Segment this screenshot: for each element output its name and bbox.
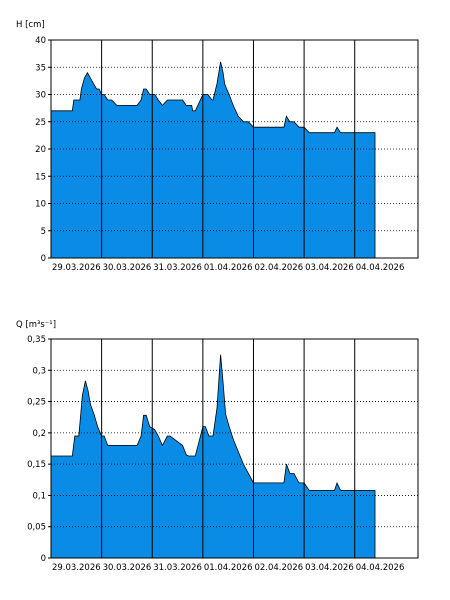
x-tick-label: 04.04.2026 [356,263,405,273]
x-tick-label: 31.03.2026 [153,563,202,573]
y-tick-label: 0,35 [27,335,46,345]
y-tick-label: 0,3 [32,366,46,376]
x-tick-label: 30.03.2026 [103,263,152,273]
y-tick-label: 5 [41,227,46,237]
x-tick-label: 04.04.2026 [356,563,405,573]
x-tick-label: 02.04.2026 [254,563,303,573]
x-tick-label: 01.04.2026 [204,563,253,573]
y-tick-label: 25 [35,118,46,128]
y-tick-label: 0,1 [32,491,46,501]
plot-frame [50,39,419,259]
x-tick-label: 30.03.2026 [103,563,152,573]
y-tick-label: 30 [35,91,46,101]
y-tick-label: 0,2 [32,429,46,439]
y-tick-label: 0,25 [27,398,46,408]
x-tick-label: 03.04.2026 [305,563,354,573]
x-tick-label: 31.03.2026 [153,263,202,273]
y-tick-label: 40 [35,36,46,46]
x-tick-label: 29.03.2026 [52,563,101,573]
y-axis-label: H [cm] [16,20,45,30]
y-tick-label: 0,15 [27,460,46,470]
x-tick-label: 29.03.2026 [52,263,101,273]
y-tick-label: 0,05 [27,523,46,533]
y-axis-label: Q [m³s⁻¹] [16,320,56,330]
x-tick-label: 03.04.2026 [305,263,354,273]
series-area [50,354,376,559]
series-area [50,61,376,259]
y-tick-label: 15 [35,172,46,182]
water-level-chart: 0 5 10 15 20 25 30 35 40 29.03.2026 30.03.2026 31.0… [16,20,419,273]
y-tick-label: 10 [35,200,46,210]
discharge-chart: 0 0,05 0,1 0,15 0,2 0,25 0,3 0,35 29.03.2026 30.0… [16,320,419,573]
y-tick-label: 0 [41,554,46,564]
plot-frame [50,338,419,559]
x-tick-label: 01.04.2026 [204,263,253,273]
y-tick-label: 35 [35,63,46,73]
y-tick-label: 20 [35,145,46,155]
x-tick-label: 02.04.2026 [254,263,303,273]
y-tick-label: 0 [41,254,46,264]
